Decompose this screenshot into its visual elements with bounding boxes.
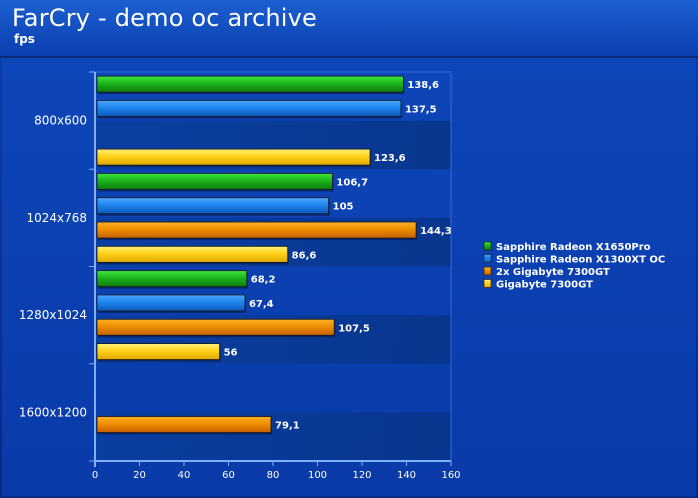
legend-swatch	[483, 254, 492, 263]
category-label: 1024x768	[26, 211, 87, 225]
data-label: 86,6	[292, 250, 317, 261]
data-label: 67,4	[249, 299, 274, 310]
category-label: 1280x1024	[19, 308, 87, 322]
legend-label: Sapphire Radeon X1300XT OC	[496, 255, 665, 266]
data-label: 79,1	[275, 421, 300, 432]
x-tick-label: 120	[352, 470, 371, 481]
legend-label: 2x Gigabyte 7300GT	[496, 267, 610, 278]
legend-swatch	[483, 241, 492, 251]
legend-label: Sapphire Radeon X1650Pro	[496, 242, 651, 253]
data-label: 56	[224, 348, 238, 359]
legend-label: Gigabyte 7300GT	[496, 280, 593, 291]
chart-title: FarCry - demo oc archive	[12, 4, 318, 32]
bar	[96, 318, 335, 336]
x-tick-label: 60	[222, 470, 235, 481]
legend-swatch	[483, 266, 492, 276]
data-label: 144,3	[420, 226, 452, 237]
chart-header: FarCry - demo oc archive fps	[0, 0, 698, 58]
x-tick-label: 40	[178, 470, 191, 481]
chart-subtitle: fps	[14, 32, 35, 46]
bar	[96, 343, 220, 360]
bar	[96, 245, 289, 263]
bar	[96, 416, 272, 433]
bar	[96, 197, 330, 215]
x-tick-label: 80	[267, 470, 280, 481]
bar	[96, 221, 417, 239]
data-label: 137,5	[405, 104, 437, 115]
data-label: 105	[333, 202, 354, 213]
x-tick-label: 20	[133, 470, 146, 481]
bar	[96, 100, 402, 117]
legend-swatch	[483, 279, 492, 288]
data-label: 138,6	[407, 80, 439, 91]
bar	[96, 173, 333, 190]
x-tick-label: 100	[308, 470, 327, 481]
bar	[96, 75, 404, 93]
category-label: 800x600	[34, 114, 87, 128]
x-tick-label: 0	[92, 470, 98, 481]
data-label: 68,2	[251, 275, 276, 286]
x-tick-label: 160	[441, 470, 460, 481]
data-label: 107,5	[338, 323, 370, 334]
bar	[96, 294, 246, 312]
bar	[96, 270, 248, 288]
data-label: 123,6	[374, 153, 406, 164]
x-tick-label: 140	[397, 470, 416, 481]
bar	[96, 148, 371, 166]
category-label: 1600x1200	[19, 405, 87, 419]
data-label: 106,7	[336, 177, 368, 188]
